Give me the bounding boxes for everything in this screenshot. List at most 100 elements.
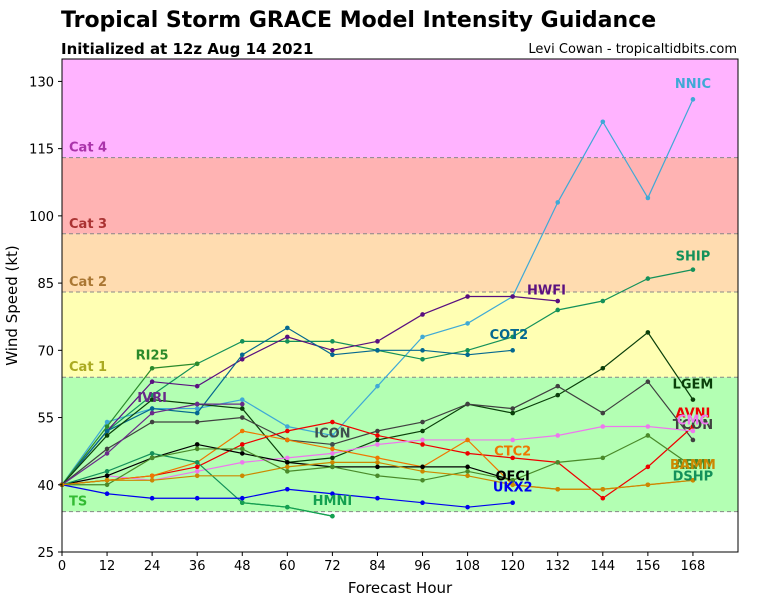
point-aemi bbox=[510, 477, 515, 483]
point-ukx2 bbox=[510, 500, 515, 506]
point-nnic bbox=[330, 433, 335, 438]
point-ctc2 bbox=[465, 437, 470, 443]
x-tick-label: 48 bbox=[234, 559, 251, 574]
point-avni bbox=[690, 424, 696, 429]
series-label-bamm: BAMM bbox=[670, 458, 716, 473]
series-hmni bbox=[239, 500, 335, 519]
point-cot2 bbox=[285, 325, 290, 331]
point-aemi bbox=[420, 477, 425, 483]
series-line-ri25 bbox=[61, 363, 198, 486]
point-ship bbox=[285, 339, 290, 344]
point-cot2 bbox=[104, 428, 110, 434]
series-cot2 bbox=[59, 325, 515, 488]
point-hwfi bbox=[420, 312, 425, 317]
y-tick-label: 130 bbox=[29, 75, 54, 90]
point-tcon bbox=[104, 446, 110, 452]
x-tick-label: 24 bbox=[144, 559, 161, 574]
point-ukx2 bbox=[330, 491, 335, 497]
point-ukx2 bbox=[239, 495, 245, 501]
point-hwfi bbox=[330, 348, 335, 353]
point-avni bbox=[375, 433, 380, 438]
point-ofci bbox=[420, 464, 425, 470]
point-aemi bbox=[104, 482, 110, 488]
plot-frame bbox=[61, 58, 739, 553]
band-cat-1 bbox=[62, 292, 738, 378]
band-cat-2 bbox=[62, 233, 738, 293]
point-avni bbox=[330, 419, 335, 425]
point-dshp bbox=[104, 469, 110, 474]
series-label-ship: SHIP bbox=[676, 250, 711, 265]
point-nnic bbox=[194, 406, 200, 411]
band-none bbox=[62, 511, 738, 552]
y-tick-label: 25 bbox=[37, 546, 54, 561]
point-nnic bbox=[600, 119, 606, 125]
point-tcon bbox=[239, 415, 245, 420]
point-cmc bbox=[375, 442, 380, 447]
x-tick-label: 12 bbox=[99, 559, 116, 574]
point-bamm bbox=[239, 473, 245, 479]
point-dshp bbox=[194, 460, 200, 465]
point-hmni bbox=[330, 513, 335, 519]
point-ri25 bbox=[104, 424, 110, 429]
series-label-ri25: RI25 bbox=[136, 348, 169, 363]
point-lgem bbox=[555, 392, 561, 398]
point-tcon bbox=[600, 410, 606, 416]
point-ukx2 bbox=[375, 495, 380, 501]
point-bamm bbox=[510, 482, 515, 488]
point-cmc bbox=[285, 455, 290, 461]
band-label-cat-2: Cat 2 bbox=[69, 275, 107, 290]
point-avni bbox=[645, 464, 651, 470]
point-lgem bbox=[239, 406, 245, 411]
point-ship bbox=[239, 339, 245, 344]
series-label-hmni: HMNI bbox=[313, 494, 353, 509]
series-label-tcon: TCON bbox=[673, 418, 713, 433]
point-ship bbox=[600, 298, 606, 304]
point-ship bbox=[690, 267, 696, 272]
point-cmc bbox=[239, 460, 245, 465]
point-hwfi bbox=[149, 379, 155, 384]
x-tick-label: 84 bbox=[369, 559, 386, 574]
point-ri25 bbox=[149, 365, 155, 371]
point-aemi bbox=[149, 455, 155, 461]
point-bamm bbox=[375, 460, 380, 465]
point-hwfi bbox=[239, 356, 245, 362]
band-label-cat-3: Cat 3 bbox=[69, 217, 107, 232]
y-tick-label: 55 bbox=[37, 412, 54, 427]
chart-credit: Levi Cowan - tropicaltidbits.com bbox=[528, 42, 737, 57]
category-bands: TS Cat 1 Cat 2 Cat 3 Cat 4 bbox=[62, 59, 738, 552]
series-label-lgem: LGEM bbox=[673, 377, 714, 392]
point-bamm bbox=[285, 464, 290, 470]
series-label-icon: ICON bbox=[314, 427, 350, 442]
x-tick-label: 120 bbox=[500, 559, 525, 574]
band-ts bbox=[62, 377, 738, 512]
point-cmc bbox=[194, 469, 200, 474]
point-cmc bbox=[690, 428, 696, 434]
point-cot2 bbox=[330, 352, 335, 358]
point-hwfi bbox=[375, 339, 380, 344]
x-tick-label: 72 bbox=[324, 559, 341, 574]
point-ivri bbox=[149, 410, 155, 416]
point-nnic bbox=[375, 383, 380, 389]
point-bamm bbox=[420, 469, 425, 474]
y-axis-label: Wind Speed (kt) bbox=[3, 245, 21, 366]
y-tick-label: 40 bbox=[37, 479, 54, 494]
point-bamm bbox=[465, 473, 470, 479]
point-aemi bbox=[285, 469, 290, 474]
point-ship bbox=[149, 392, 155, 398]
point-hwfi bbox=[194, 383, 200, 389]
point-lgem bbox=[600, 365, 606, 371]
point-aemi bbox=[194, 446, 200, 452]
point-ukx2 bbox=[420, 500, 425, 506]
x-tick-label: 96 bbox=[414, 559, 431, 574]
point-cot2 bbox=[149, 406, 155, 411]
x-tick-label: 0 bbox=[58, 559, 66, 574]
x-tick-label: 144 bbox=[590, 559, 615, 574]
point-cot2 bbox=[420, 348, 425, 353]
band-cat-3 bbox=[62, 157, 738, 234]
band-label-cat-4: Cat 4 bbox=[69, 141, 107, 156]
series-icon bbox=[330, 442, 335, 447]
point-tcon bbox=[690, 437, 696, 443]
point-ship bbox=[465, 348, 470, 353]
point-icon bbox=[330, 442, 335, 447]
point-tcon bbox=[555, 383, 561, 389]
